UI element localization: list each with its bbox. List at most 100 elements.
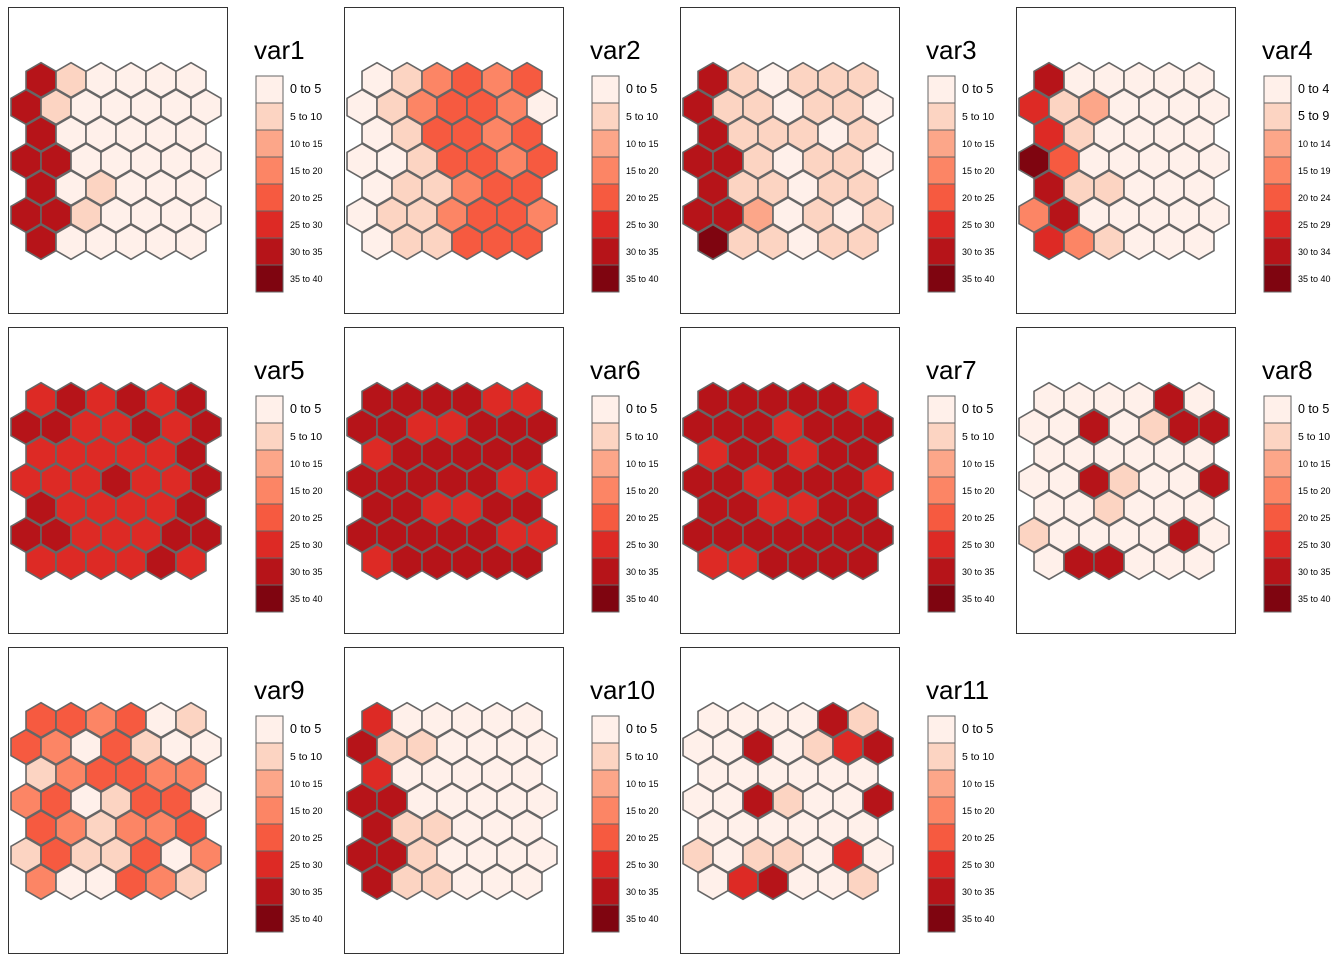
legend-swatch bbox=[255, 823, 284, 852]
legend-label: 20 to 25 bbox=[962, 513, 995, 523]
hex-cell bbox=[175, 543, 207, 581]
hex-cell bbox=[1198, 462, 1230, 500]
legend-swatch bbox=[255, 156, 284, 185]
hex-cell bbox=[55, 543, 87, 581]
legend-swatch bbox=[1263, 237, 1292, 266]
legend-swatch bbox=[255, 75, 284, 104]
hex-cell bbox=[481, 863, 513, 901]
hex-cell bbox=[55, 863, 87, 901]
hex-cell bbox=[511, 223, 543, 261]
panel-var9: var9 0 to 5 5 to 10 10 to 15 15 to 20 20 to 2… bbox=[8, 647, 323, 954]
hex-cell bbox=[1183, 223, 1215, 261]
legend-label: 5 to 10 bbox=[1298, 431, 1330, 443]
legend-swatch bbox=[927, 530, 956, 559]
hex-cell bbox=[697, 543, 729, 581]
legend-swatch bbox=[927, 850, 956, 879]
legend-label: 10 to 15 bbox=[290, 139, 323, 149]
legend-swatch bbox=[927, 715, 956, 744]
legend-label: 15 to 20 bbox=[290, 486, 323, 496]
hex-cell bbox=[115, 863, 147, 901]
legend-swatch bbox=[927, 877, 956, 906]
hex-cell bbox=[391, 223, 423, 261]
legend-swatch bbox=[927, 183, 956, 212]
hex-cell bbox=[481, 223, 513, 261]
panel-var2: var2 0 to 5 5 to 10 10 to 15 15 to 20 20 to 2… bbox=[344, 7, 659, 314]
legend-swatch bbox=[927, 584, 956, 613]
legend-swatch bbox=[1263, 75, 1292, 104]
hex-cell bbox=[862, 728, 894, 766]
hex-cell bbox=[55, 223, 87, 261]
legend-label: 5 to 10 bbox=[962, 751, 994, 763]
legend-swatch bbox=[591, 129, 620, 158]
legend-label: 20 to 25 bbox=[626, 193, 659, 203]
legend-swatch bbox=[1263, 476, 1292, 505]
hex-cell bbox=[25, 543, 57, 581]
legend-swatch bbox=[591, 183, 620, 212]
hex-cell bbox=[847, 809, 879, 847]
legend-swatch bbox=[1263, 530, 1292, 559]
legend-swatch bbox=[927, 422, 956, 451]
legend-swatch bbox=[255, 183, 284, 212]
hex-cell bbox=[847, 381, 879, 419]
legend-label: 30 to 35 bbox=[290, 887, 323, 897]
legend-label: 25 to 30 bbox=[290, 860, 323, 870]
legend-title: var4 bbox=[1262, 35, 1313, 65]
legend-swatch bbox=[255, 584, 284, 613]
legend-swatch bbox=[255, 102, 284, 131]
legend-swatch bbox=[255, 557, 284, 586]
legend-title: var7 bbox=[926, 355, 977, 385]
legend-label: 25 to 30 bbox=[962, 860, 995, 870]
legend-label: 5 to 10 bbox=[626, 431, 658, 443]
legend-swatch bbox=[255, 769, 284, 798]
hex-cell bbox=[175, 115, 207, 153]
legend-label: 35 to 40 bbox=[1298, 274, 1331, 284]
hex-cell bbox=[175, 863, 207, 901]
legend-label: 5 to 10 bbox=[962, 431, 994, 443]
hex-cell bbox=[511, 381, 543, 419]
hex-cell bbox=[115, 543, 147, 581]
hex-cell bbox=[1198, 408, 1230, 446]
hex-cell bbox=[1063, 543, 1095, 581]
legend-swatch bbox=[591, 877, 620, 906]
panel-var8: var8 0 to 5 5 to 10 10 to 15 15 to 20 20 to 2… bbox=[1016, 327, 1331, 634]
legend-label: 30 to 35 bbox=[1298, 567, 1331, 577]
legend-label: 20 to 25 bbox=[290, 513, 323, 523]
hex-cell bbox=[862, 782, 894, 820]
legend-swatch bbox=[1263, 264, 1292, 293]
hex-cell bbox=[85, 863, 117, 901]
legend-swatch bbox=[1263, 156, 1292, 185]
hex-cell bbox=[526, 408, 558, 446]
legend-title: var8 bbox=[1262, 355, 1313, 385]
legend-label: 30 to 34 bbox=[1298, 247, 1331, 257]
legend-label: 25 to 30 bbox=[1298, 540, 1331, 550]
legend-label: 5 to 10 bbox=[626, 751, 658, 763]
legend-swatch bbox=[927, 395, 956, 424]
legend-swatch bbox=[927, 904, 956, 933]
hex-cell bbox=[847, 489, 879, 527]
hex-cell bbox=[862, 142, 894, 180]
panel-var3: var3 0 to 5 5 to 10 10 to 15 15 to 20 20 to 2… bbox=[680, 7, 995, 314]
hex-cell bbox=[175, 435, 207, 473]
hex-cell bbox=[526, 516, 558, 554]
legend-label: 10 to 14 bbox=[1298, 139, 1331, 149]
legend-label: 20 to 25 bbox=[962, 193, 995, 203]
hex-cell bbox=[421, 543, 453, 581]
hex-cell bbox=[511, 489, 543, 527]
legend-title: var11 bbox=[926, 675, 989, 705]
legend-title: var3 bbox=[926, 35, 977, 65]
hex-cell bbox=[526, 728, 558, 766]
hex-cell bbox=[1198, 196, 1230, 234]
legend-swatch bbox=[591, 742, 620, 771]
legend-label: 15 to 20 bbox=[962, 806, 995, 816]
legend-label: 10 to 15 bbox=[290, 779, 323, 789]
hex-cell bbox=[1033, 223, 1065, 261]
legend-swatch bbox=[591, 210, 620, 239]
legend-swatch bbox=[591, 503, 620, 532]
hex-cell bbox=[511, 755, 543, 793]
legend-label: 0 to 5 bbox=[626, 722, 657, 736]
legend-swatch bbox=[255, 877, 284, 906]
hex-cell bbox=[175, 223, 207, 261]
legend-title: var5 bbox=[254, 355, 305, 385]
legend-swatch bbox=[255, 530, 284, 559]
